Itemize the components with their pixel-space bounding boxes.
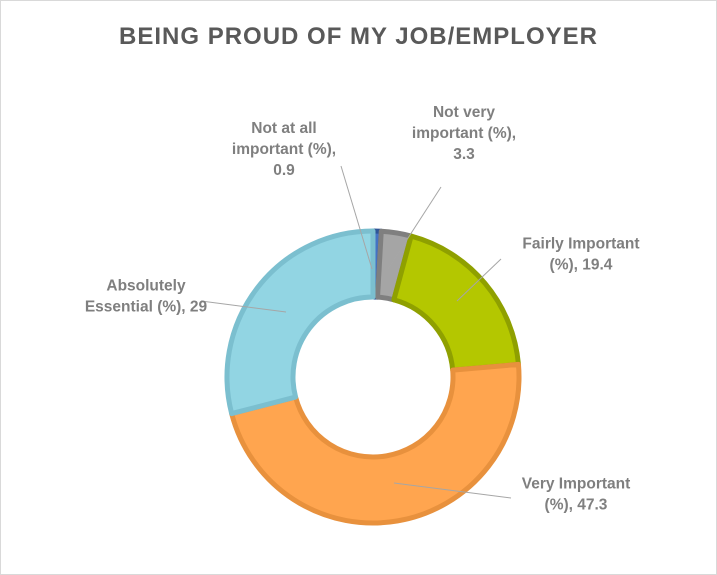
label-not-very-important: Not very important (%), 3.3 xyxy=(412,104,516,163)
label-line: (%), 47.3 xyxy=(545,497,608,514)
chart-title: BEING PROUD OF MY JOB/EMPLOYER xyxy=(119,23,598,50)
leader-lines xyxy=(200,165,512,499)
label-line: Absolutely xyxy=(106,278,186,295)
slice-very-important xyxy=(229,361,522,526)
slice-absolutely-essential xyxy=(224,228,376,417)
label-line: Very Important xyxy=(522,476,631,493)
leader-line-very-important xyxy=(393,482,512,499)
label-line: Not very xyxy=(433,104,495,121)
label-not-at-all-important: Not at all important (%), 0.9 xyxy=(232,120,336,179)
label-line: Not at all xyxy=(251,120,316,137)
leader-line-not-at-all-important xyxy=(340,165,373,270)
label-line: Essential (%), 29 xyxy=(85,299,208,316)
label-line: 0.9 xyxy=(273,162,295,179)
leader-line-absolutely-essential xyxy=(200,300,287,313)
label-very-important: Very Important (%), 47.3 xyxy=(522,476,631,514)
label-absolutely-essential: Absolutely Essential (%), 29 xyxy=(85,278,208,316)
donut-slices xyxy=(224,228,522,526)
label-line: Fairly Important xyxy=(522,236,639,253)
label-line: 3.3 xyxy=(453,146,475,163)
label-line: important (%), xyxy=(412,125,516,142)
leader-line-not-very-important xyxy=(387,186,442,270)
label-line: (%), 19.4 xyxy=(550,257,613,274)
slice-labels: Not at all important (%), 0.9 Not very impor… xyxy=(85,104,640,514)
leader-line-fairly-important xyxy=(456,258,502,302)
slice-fairly-important xyxy=(391,233,521,373)
label-line: important (%), xyxy=(232,141,336,158)
label-fairly-important: Fairly Important (%), 19.4 xyxy=(522,236,639,274)
